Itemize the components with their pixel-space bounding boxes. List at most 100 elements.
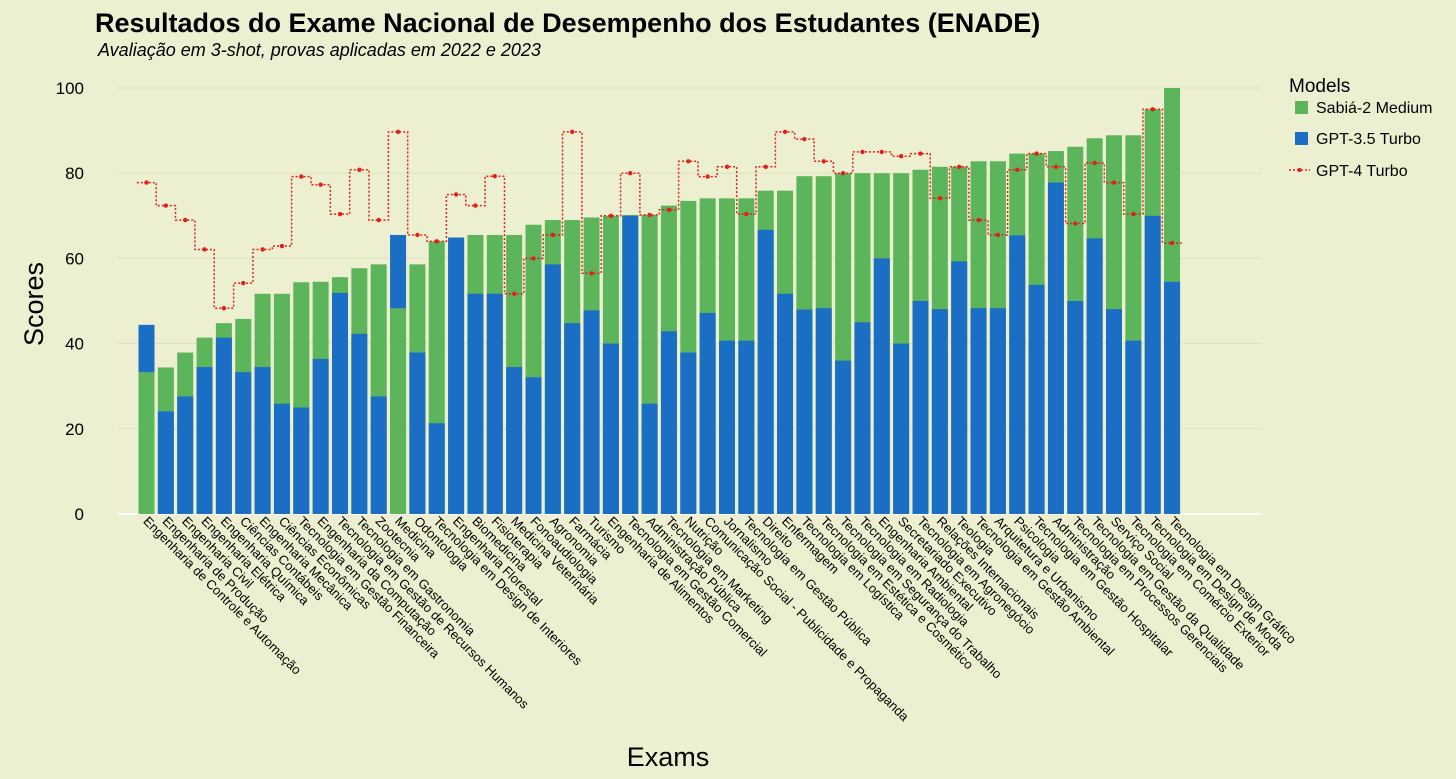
gpt4-point xyxy=(802,136,807,142)
bar-gpt35 xyxy=(1086,238,1103,515)
gpt4-point xyxy=(860,149,865,155)
bar-gpt35 xyxy=(873,258,890,514)
bar-gpt35 xyxy=(409,352,426,514)
gpt4-point xyxy=(918,151,923,156)
gpt4-point xyxy=(647,212,652,218)
gpt4-point xyxy=(144,180,149,185)
legend-label-gpt4: GPT-4 Turbo xyxy=(1316,163,1408,180)
gpt4-point xyxy=(1015,167,1020,172)
gpt4-point xyxy=(666,207,672,213)
bar-gpt35 xyxy=(1009,235,1026,514)
bar-gpt35 xyxy=(989,308,1006,514)
bar-gpt35 xyxy=(1106,309,1122,514)
chart-subtitle: Avaliação em 3-shot, provas aplicadas em… xyxy=(97,40,541,60)
bar-gpt35 xyxy=(293,407,310,514)
bar-gpt35 xyxy=(177,396,194,514)
bar-gpt35 xyxy=(332,292,348,514)
gpt4-point xyxy=(937,196,943,201)
gpt4-point xyxy=(202,247,207,252)
gpt4-point xyxy=(724,164,730,170)
bar-gpt35 xyxy=(912,301,929,514)
gpt4-point xyxy=(163,203,169,208)
bar-gpt35 xyxy=(351,333,368,514)
bar-gpt35 xyxy=(506,367,523,514)
gpt4-point xyxy=(705,174,710,179)
bar-gpt35 xyxy=(680,352,697,514)
gpt4-point xyxy=(1053,164,1059,170)
bar-gpt35 xyxy=(815,308,832,514)
bar-gpt35 xyxy=(622,215,639,515)
gpt4-point xyxy=(260,247,265,252)
gpt4-point xyxy=(995,232,1001,238)
gpt4-point xyxy=(415,232,420,238)
gpt4-step-line xyxy=(136,108,1182,309)
bar-gpt35 xyxy=(602,343,619,514)
gpt4-point xyxy=(686,159,691,164)
gpt4-point xyxy=(821,159,826,164)
bar-gpt35 xyxy=(777,293,794,514)
gpt4-point xyxy=(279,243,285,249)
bar-gpt35 xyxy=(1047,182,1064,514)
gpt4-point xyxy=(453,192,459,197)
gpt4-point xyxy=(337,211,343,217)
bar-gpt35 xyxy=(641,403,658,514)
bar-gpt35 xyxy=(854,322,871,514)
bar-gpt35 xyxy=(525,377,542,514)
legend-swatch-gpt35 xyxy=(1295,132,1308,145)
gpt4-point xyxy=(434,239,439,244)
bar-gpt35 xyxy=(835,360,852,514)
legend-swatch-sabia xyxy=(1295,101,1308,114)
y-tick-label: 40 xyxy=(65,335,84,354)
gpt4-point xyxy=(1131,211,1136,217)
y-tick-label: 0 xyxy=(75,505,84,524)
gpt4-point xyxy=(318,182,323,187)
gpt4-point xyxy=(744,211,749,217)
gpt4-point xyxy=(357,167,362,172)
legend-label-sabia: Sabiá-2 Medium xyxy=(1316,100,1433,117)
gpt4-point xyxy=(183,217,188,223)
bar-gpt35 xyxy=(1164,281,1181,514)
bar-gpt35 xyxy=(796,309,813,514)
bar-sabia xyxy=(390,308,407,514)
bar-sabia xyxy=(138,372,155,514)
gpt4-point xyxy=(1111,180,1117,185)
chart-title: Resultados do Exame Nacional de Desempen… xyxy=(95,8,1040,38)
gpt4-point xyxy=(879,149,884,155)
legend-marker-gpt4 xyxy=(1297,168,1302,172)
gpt4-point xyxy=(957,164,962,170)
bar-gpt35 xyxy=(157,411,174,514)
gpt4-point xyxy=(511,291,517,296)
gpt4-point xyxy=(376,217,381,223)
y-tick-labels: 0 20 40 60 80 100 xyxy=(56,79,84,524)
bar-gpt35 xyxy=(1125,340,1142,514)
bar-gpt35 xyxy=(738,340,755,514)
x-axis-title: Exams xyxy=(627,742,710,772)
y-tick-label: 20 xyxy=(65,420,84,439)
y-axis-title: Scores xyxy=(19,262,49,346)
bars-layer xyxy=(138,88,1181,515)
bar-gpt35 xyxy=(215,337,232,514)
gpt4-point xyxy=(628,171,633,176)
gpt4-point xyxy=(898,153,904,159)
gpt4-point xyxy=(589,271,594,276)
gpt4-point xyxy=(976,217,981,223)
bar-gpt35 xyxy=(196,367,213,514)
bar-gpt35 xyxy=(951,261,968,514)
gpt4-point xyxy=(241,280,246,286)
bar-gpt35 xyxy=(467,293,484,514)
gpt4-point xyxy=(473,203,478,208)
gpt4-point xyxy=(531,256,536,261)
bar-gpt35 xyxy=(1067,301,1084,514)
bar-gpt35 xyxy=(428,423,445,514)
bar-gpt35 xyxy=(719,340,735,514)
bar-gpt35 xyxy=(448,237,465,514)
gpt4-point xyxy=(763,164,768,170)
bar-gpt35 xyxy=(544,264,561,514)
gpt4-point xyxy=(221,306,227,311)
bar-gpt35 xyxy=(235,372,252,514)
gpt4-point xyxy=(492,173,497,179)
bar-gpt35 xyxy=(1028,284,1045,514)
bar-gpt35 xyxy=(254,367,271,514)
gpt4-point xyxy=(1169,240,1175,246)
